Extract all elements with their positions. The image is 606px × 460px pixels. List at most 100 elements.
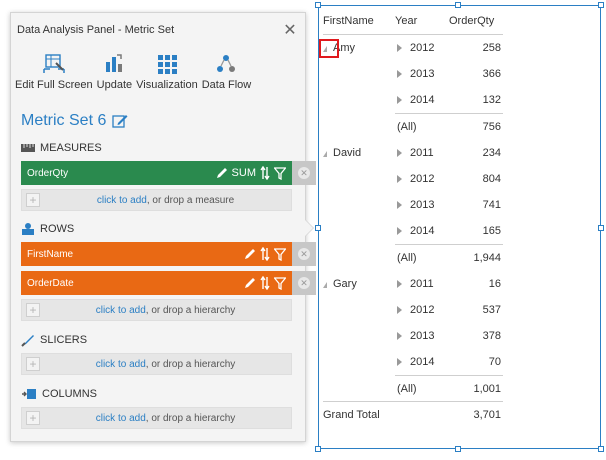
expand-triangle-icon[interactable]: [397, 201, 402, 209]
subtotal-label: (All): [397, 252, 417, 264]
sort-icon[interactable]: [260, 276, 270, 290]
expand-triangle-icon[interactable]: [397, 280, 402, 288]
expand-triangle-icon[interactable]: [397, 227, 402, 235]
click-to-add-link[interactable]: click to add: [95, 412, 146, 424]
visualization-button[interactable]: Visualization: [136, 51, 198, 101]
group-amy[interactable]: Amy: [323, 35, 355, 61]
year-cell[interactable]: 2012: [397, 35, 434, 61]
resize-handle[interactable]: [315, 2, 321, 8]
pencil-icon[interactable]: [244, 248, 256, 260]
slicers-label: SLICERS: [40, 334, 88, 346]
collapse-triangle-icon[interactable]: [323, 151, 327, 157]
click-to-add-link[interactable]: click to add: [96, 194, 147, 206]
columns-label: COLUMNS: [42, 388, 98, 400]
resize-handle[interactable]: [598, 225, 604, 231]
edit-pencil-icon[interactable]: [112, 113, 128, 129]
measures-label: MEASURES: [40, 142, 102, 154]
plus-icon[interactable]: +: [26, 303, 40, 317]
resize-handle[interactable]: [315, 225, 321, 231]
update-icon: [102, 51, 126, 77]
collapse-triangle-icon[interactable]: [323, 46, 327, 52]
pencil-icon[interactable]: [244, 277, 256, 289]
edit-full-screen-button[interactable]: Edit Full Screen: [15, 51, 93, 101]
group-gary[interactable]: Gary: [323, 271, 357, 297]
aggregate-label[interactable]: SUM: [231, 167, 256, 179]
remove-row-button[interactable]: ✕: [292, 242, 316, 266]
edit-full-screen-icon: [41, 51, 67, 77]
grand-total-value: 3,701: [473, 409, 501, 421]
expand-triangle-icon[interactable]: [397, 306, 402, 314]
header-year[interactable]: Year: [395, 15, 418, 27]
row-firstname[interactable]: FirstName ✕: [21, 242, 316, 266]
drop-hint: , or drop a hierarchy: [145, 412, 236, 424]
click-to-add-link[interactable]: click to add: [95, 358, 146, 370]
filter-icon[interactable]: [274, 247, 286, 261]
measure-drop-zone[interactable]: + click to add, or drop a measure: [21, 189, 292, 211]
resize-handle[interactable]: [455, 2, 461, 8]
resize-handle[interactable]: [315, 446, 321, 452]
year-value: 2012: [410, 173, 435, 185]
year-value: 2013: [410, 330, 435, 342]
header-firstname[interactable]: FirstName: [323, 15, 374, 27]
expand-triangle-icon[interactable]: [397, 149, 402, 157]
close-icon: ✕: [283, 22, 297, 39]
expand-triangle-icon[interactable]: [397, 175, 402, 183]
grand-total-divider: [323, 401, 503, 402]
qty-cell: 258: [482, 42, 501, 54]
header-divider: [323, 34, 503, 35]
year-value: 2014: [410, 356, 435, 368]
year-cell[interactable]: 2012: [397, 297, 434, 323]
year-cell[interactable]: 2013: [397, 61, 434, 87]
sort-icon[interactable]: [260, 247, 270, 261]
edit-full-screen-label: Edit Full Screen: [15, 79, 93, 91]
year-cell[interactable]: 2012: [397, 166, 434, 192]
slicer-drop-zone[interactable]: + click to add, or drop a hierarchy: [21, 353, 292, 375]
measure-orderqty[interactable]: OrderQty SUM ✕: [21, 161, 316, 185]
filter-icon[interactable]: [274, 276, 286, 290]
header-orderqty[interactable]: OrderQty: [449, 15, 495, 27]
resize-handle[interactable]: [598, 2, 604, 8]
expand-triangle-icon[interactable]: [397, 96, 402, 104]
year-cell[interactable]: 2014: [397, 218, 434, 244]
qty-cell: 234: [482, 147, 501, 159]
remove-row-button[interactable]: ✕: [292, 271, 316, 295]
plus-icon[interactable]: +: [26, 357, 40, 371]
expand-triangle-icon[interactable]: [397, 70, 402, 78]
column-drop-zone[interactable]: + click to add, or drop a hierarchy: [21, 407, 292, 429]
year-cell[interactable]: 2014: [397, 87, 434, 113]
year-cell[interactable]: 2013: [397, 323, 434, 349]
close-button[interactable]: ✕: [279, 19, 301, 41]
row-drop-zone[interactable]: + click to add, or drop a hierarchy: [21, 299, 292, 321]
rows-icon: [22, 223, 34, 235]
update-button[interactable]: Update: [97, 51, 132, 101]
year-cell[interactable]: 2011: [397, 271, 434, 297]
pivot-table-frame[interactable]: FirstName Year OrderQty Amy 2012 258 201…: [315, 2, 604, 452]
resize-handle[interactable]: [455, 446, 461, 452]
plus-icon[interactable]: +: [26, 193, 40, 207]
year-cell[interactable]: 2013: [397, 192, 434, 218]
year-value: 2014: [410, 225, 435, 237]
plus-icon[interactable]: +: [26, 411, 40, 425]
filter-icon[interactable]: [274, 166, 286, 180]
data-analysis-panel: Data Analysis Panel - Metric Set ✕ Edit …: [10, 12, 316, 442]
panel-title: Data Analysis Panel - Metric Set: [17, 24, 175, 36]
data-flow-button[interactable]: Data Flow: [202, 51, 251, 101]
qty-cell: 366: [482, 68, 501, 80]
click-to-add-link[interactable]: click to add: [95, 304, 146, 316]
remove-measure-button[interactable]: ✕: [292, 161, 316, 185]
group-name: Amy: [333, 42, 355, 54]
columns-section-header: COLUMNS: [21, 385, 305, 403]
qty-cell: 537: [482, 304, 501, 316]
year-cell[interactable]: 2011: [397, 140, 434, 166]
year-cell[interactable]: 2014: [397, 349, 434, 375]
expand-triangle-icon[interactable]: [397, 332, 402, 340]
pencil-icon[interactable]: [216, 167, 228, 179]
resize-handle[interactable]: [598, 446, 604, 452]
expand-triangle-icon[interactable]: [397, 358, 402, 366]
expand-triangle-icon[interactable]: [397, 44, 402, 52]
group-david[interactable]: David: [323, 140, 361, 166]
collapse-triangle-icon[interactable]: [323, 282, 327, 288]
sort-icon[interactable]: [260, 166, 270, 180]
row-orderdate[interactable]: OrderDate ✕: [21, 271, 316, 295]
metric-set-title[interactable]: Metric Set 6: [21, 109, 305, 133]
